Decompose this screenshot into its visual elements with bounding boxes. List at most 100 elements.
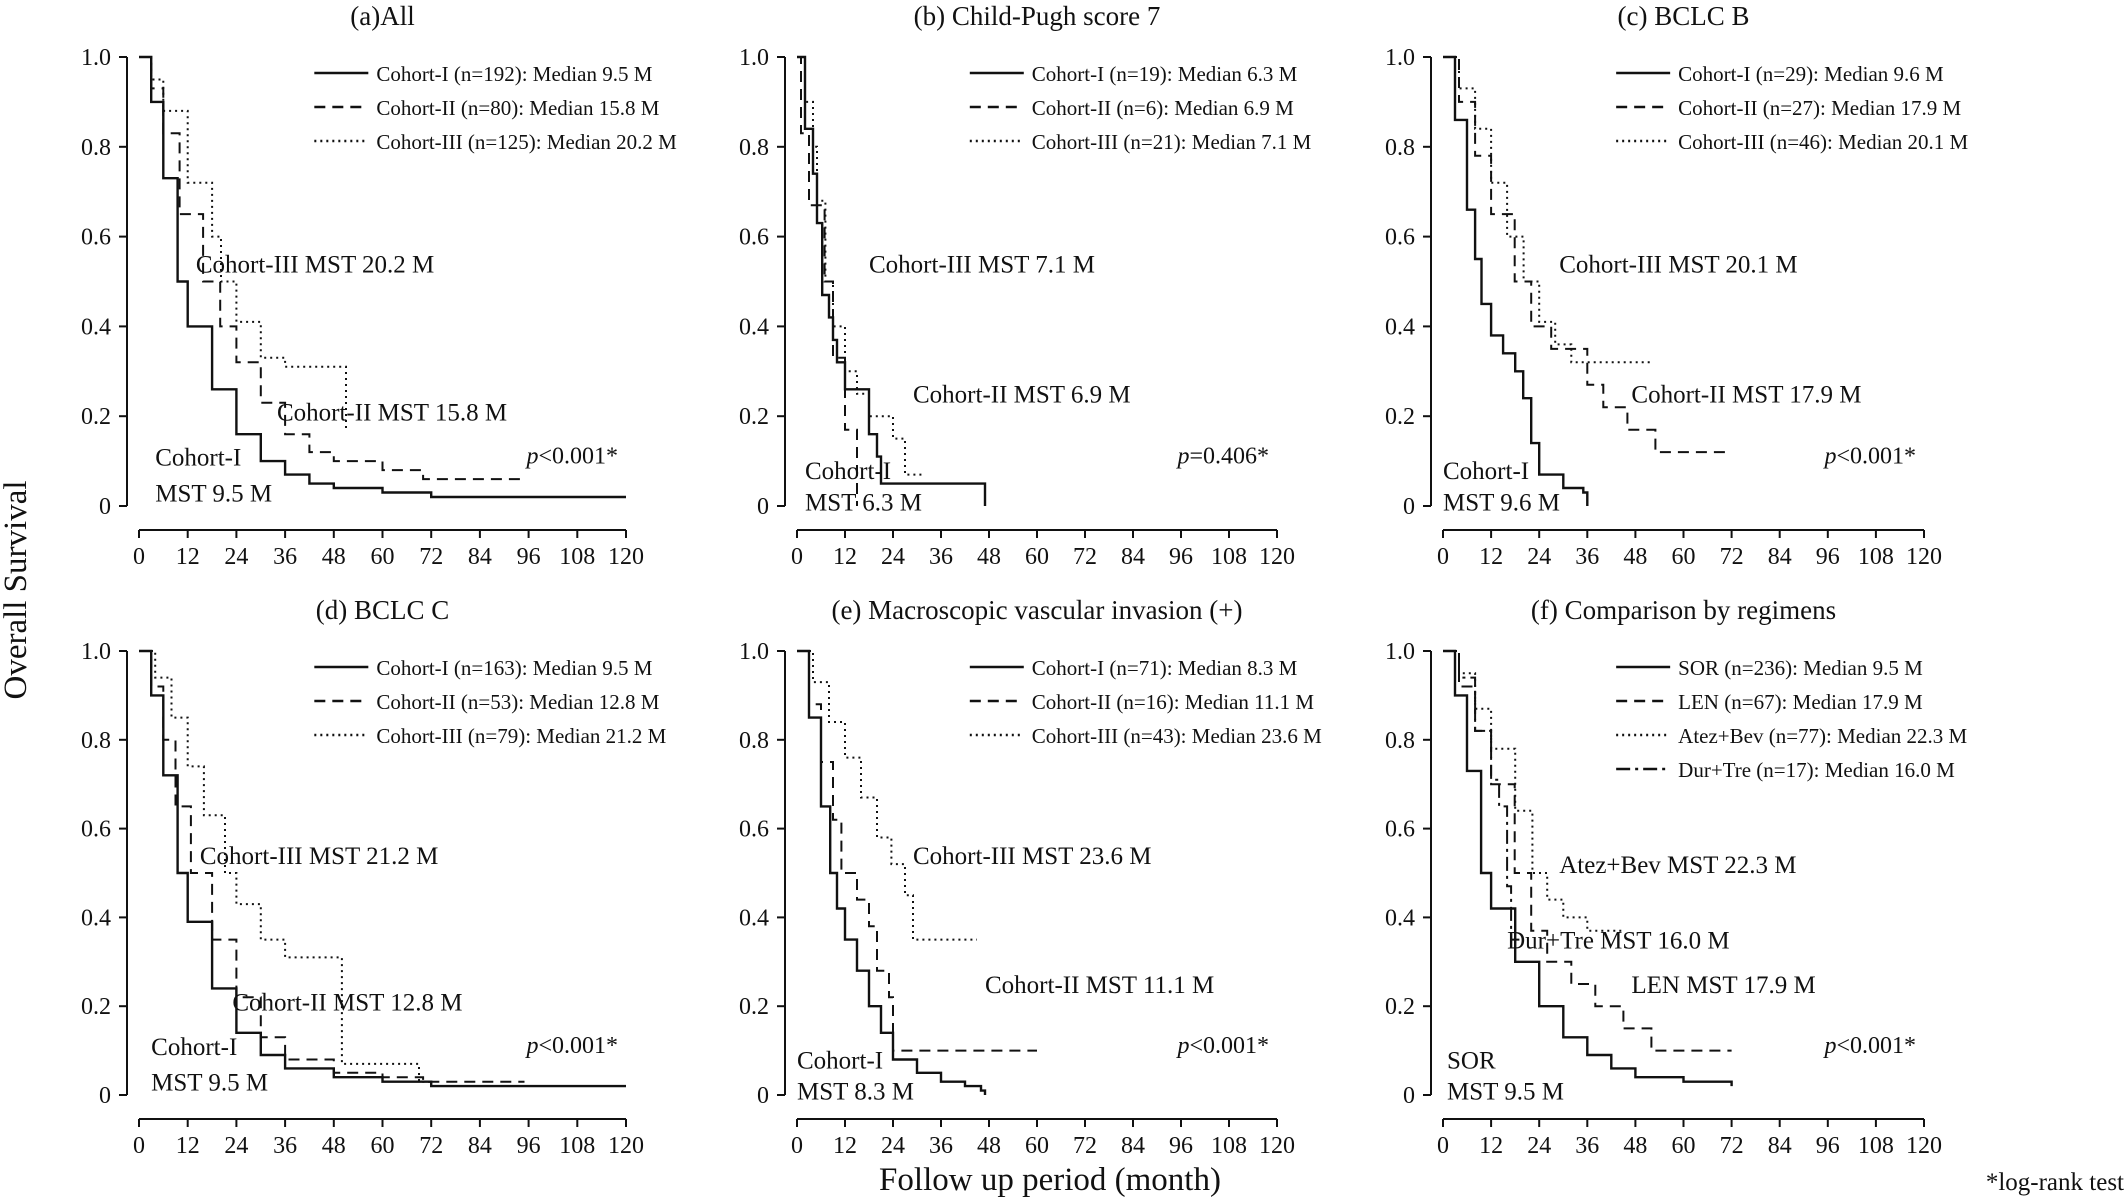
p-value: p<0.001* [1822,443,1916,469]
y-tick-label: 0.8 [81,728,111,754]
p-value-text: <0.001* [538,443,618,469]
chart-panel-2: (b) Child-Pugh score 7 0 12 24 36 48 60 72 84 96 1… [739,1,1312,570]
legend-label: Cohort-II (n=53): Median 12.8 M [376,690,659,714]
annotation: Cohort-I [797,1047,883,1074]
km-curve-cohort-iii [797,650,977,941]
x-tick-label: 48 [322,544,346,570]
chart-panel-5: (e) Macroscopic vascular invasion (+) 0 12… [739,595,1322,1159]
x-tick-label: 108 [559,544,595,570]
x-tick-label: 24 [1527,1133,1551,1159]
y-tick-label: 0.2 [81,994,111,1020]
y-tick-label: 0.8 [81,135,111,161]
x-axis-label: Follow up period (month) [879,1162,1221,1198]
legend-label: Cohort-III (n=79): Median 21.2 M [376,724,666,748]
chart-title: (a)All [350,1,414,31]
x-tick-label: 72 [1073,1133,1097,1159]
annotation: Cohort-II MST 11.1 M [985,972,1214,999]
legend-label: Cohort-II (n=80): Median 15.8 M [376,96,659,120]
y-tick-label: 0.6 [81,225,111,251]
legend-label: Cohort-II (n=27): Median 17.9 M [1678,96,1961,120]
x-tick-label: 36 [1575,1133,1599,1159]
p-value-prefix: p [524,1033,538,1059]
annotation: Cohort-II MST 6.9 M [913,382,1131,409]
annotation: Cohort-III MST 20.1 M [1559,252,1797,279]
legend-label: Cohort-II (n=16): Median 11.1 M [1032,690,1315,714]
chart-panel-6: (f) Comparison by regimens 0 12 24 36 48 60 72 8… [1385,595,1968,1159]
x-tick-label: 48 [1623,544,1647,570]
x-tick-label: 0 [791,544,803,570]
legend-label: LEN (n=67): Median 17.9 M [1678,690,1923,714]
x-tick-label: 24 [881,1133,905,1159]
y-tick-label: 0 [757,1083,769,1109]
legend-label: Cohort-II (n=6): Median 6.9 M [1032,96,1294,120]
x-tick-label: 108 [1211,1133,1247,1159]
x-tick-label: 108 [1858,544,1894,570]
y-tick-label: 0.2 [1385,994,1415,1020]
x-tick-label: 72 [419,1133,443,1159]
p-value-text: =0.406* [1189,443,1269,469]
x-tick-label: 0 [1437,544,1449,570]
x-tick-label: 60 [371,1133,395,1159]
x-tick-label: 72 [1073,544,1097,570]
x-tick-label: 48 [977,544,1001,570]
y-tick-label: 1.0 [1385,45,1415,71]
x-tick-label: 48 [977,1133,1001,1159]
y-axis-label: Overall Survival [0,480,34,699]
p-value: p<0.001* [524,443,618,469]
km-curve-cohort-ii [139,650,525,1083]
x-tick-label: 12 [833,1133,857,1159]
legend: SOR (n=236): Median 9.5 M LEN (n=67): Med… [1616,656,1968,782]
x-tick-label: 120 [608,1133,644,1159]
x-tick-label: 108 [559,1133,595,1159]
x-tick-label: 0 [1437,1133,1449,1159]
x-tick-label: 120 [1906,544,1942,570]
x-tick-label: 12 [176,1133,200,1159]
annotation: Cohort-III MST 20.2 M [196,252,434,279]
chart-title: (c) BCLC B [1618,1,1750,31]
km-curve-dur-tre [1443,650,1524,941]
y-tick-label: 0.8 [739,135,769,161]
annotation: Cohort-I [151,1034,237,1061]
x-tick-label: 84 [1121,1133,1145,1159]
y-tick-label: 1.0 [739,639,769,665]
legend: Cohort-I (n=71): Median 8.3 M Cohort-II (… [969,656,1322,748]
annotation: Cohort-II MST 15.8 M [277,400,507,427]
p-value: p<0.001* [1175,1033,1269,1059]
km-curve-cohort-i [139,55,626,499]
legend-label: Dur+Tre (n=17): Median 16.0 M [1678,758,1955,782]
p-value: p<0.001* [1822,1033,1916,1059]
x-tick-label: 96 [1816,1133,1840,1159]
x-tick-label: 96 [1169,544,1193,570]
legend: Cohort-I (n=19): Median 6.3 M Cohort-II (… [969,62,1312,154]
x-tick-label: 12 [1479,544,1503,570]
km-curve-cohort-i [797,55,987,506]
y-tick-label: 1.0 [1385,639,1415,665]
y-tick-label: 0.4 [81,905,111,931]
annotation: MST 8.3 M [797,1078,914,1105]
legend-label: Cohort-I (n=192): Median 9.5 M [376,62,652,86]
p-value: p<0.001* [524,1033,618,1059]
x-tick-label: 36 [1575,544,1599,570]
annotation: MST 9.6 M [1443,489,1560,516]
y-tick-label: 0.4 [739,905,769,931]
x-tick-label: 24 [224,1133,248,1159]
legend-label: Cohort-III (n=21): Median 7.1 M [1032,130,1312,154]
y-tick-label: 0.4 [1385,314,1415,340]
p-value-prefix: p [1822,1033,1836,1059]
x-tick-label: 36 [273,544,297,570]
legend: Cohort-I (n=163): Median 9.5 M Cohort-II … [314,656,667,748]
x-tick-label: 84 [1121,544,1145,570]
x-tick-label: 72 [1720,1133,1744,1159]
y-tick-label: 0.2 [739,404,769,430]
km-curve-cohort-ii [797,650,1037,1052]
x-tick-label: 96 [1816,544,1840,570]
x-tick-label: 120 [1906,1133,1942,1159]
p-value-prefix: p [1822,443,1836,469]
x-tick-label: 60 [371,544,395,570]
x-tick-label: 84 [1768,544,1792,570]
x-tick-label: 96 [517,544,541,570]
chart-panel-4: (d) BCLC C 0 12 24 36 48 60 72 84 96 108 120 0 0.2 0.4… [81,595,667,1159]
x-tick-label: 24 [881,544,905,570]
y-tick-label: 0.2 [81,404,111,430]
y-tick-label: 0.4 [739,314,769,340]
